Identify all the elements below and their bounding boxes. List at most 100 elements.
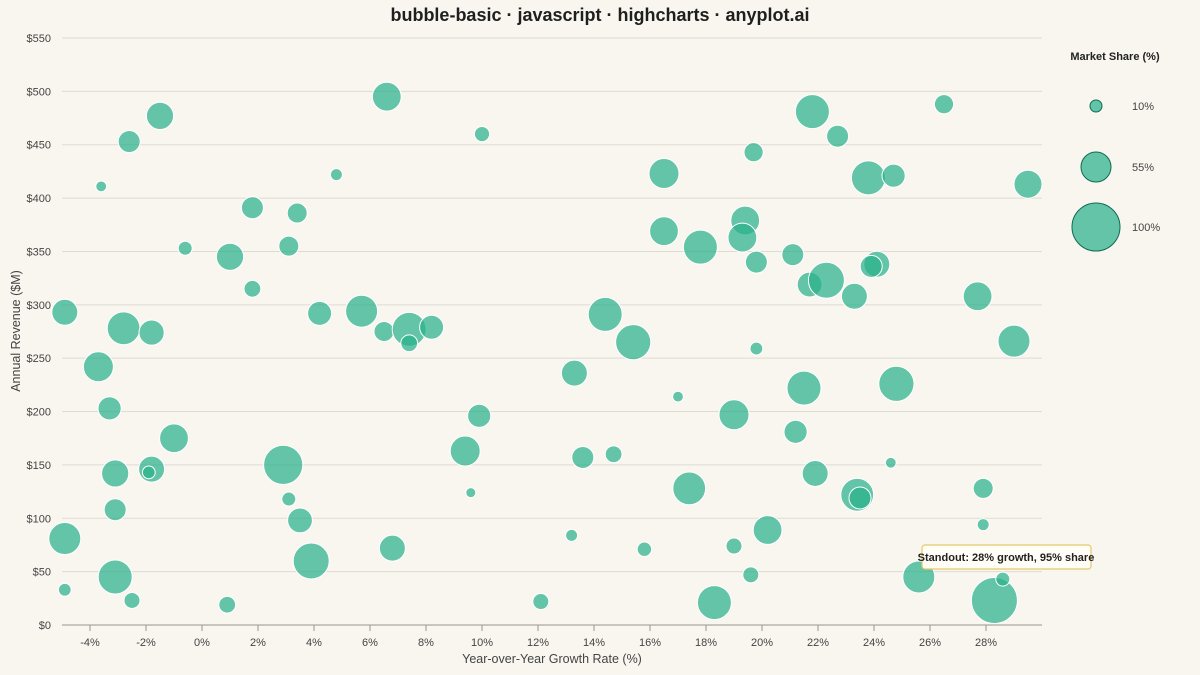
bubble[interactable] — [215, 242, 245, 271]
bubble[interactable] — [419, 314, 445, 340]
chart-title: bubble-basic · javascript · highcharts ·… — [390, 5, 809, 25]
bubble[interactable] — [560, 359, 588, 387]
highlighted-bubble[interactable] — [970, 576, 1018, 624]
bubble[interactable] — [329, 168, 343, 182]
bubble[interactable] — [783, 419, 808, 444]
bubble[interactable] — [286, 202, 308, 224]
x-tick-label: 4% — [306, 637, 322, 649]
bubble[interactable] — [648, 158, 680, 190]
bubble[interactable] — [177, 240, 193, 256]
legend-bubble — [1089, 99, 1103, 113]
bubble[interactable] — [465, 487, 477, 499]
x-axis-ticks: -4% -2% 0% 2% 4% 6% 8% 10% 12% 14% 16% 18% 20% 22% 24%… — [80, 625, 997, 649]
bubble[interactable] — [826, 124, 850, 148]
bubble[interactable] — [378, 534, 406, 562]
bubble[interactable] — [240, 196, 264, 220]
bubble[interactable] — [243, 279, 262, 298]
bubble[interactable] — [997, 324, 1031, 358]
bubble[interactable] — [565, 528, 579, 542]
bubble[interactable] — [57, 582, 72, 597]
bubble[interactable] — [532, 593, 550, 611]
x-tick-label: 16% — [639, 637, 661, 649]
bubble[interactable] — [749, 341, 764, 356]
x-tick-label: -2% — [136, 637, 156, 649]
bubble[interactable] — [743, 142, 764, 163]
bubble[interactable] — [307, 300, 333, 326]
bubble[interactable] — [400, 334, 419, 353]
bubble[interactable] — [373, 321, 395, 342]
x-tick-label: 10% — [471, 637, 493, 649]
bubble[interactable] — [848, 486, 872, 510]
bubble[interactable] — [672, 471, 707, 506]
bubble[interactable] — [840, 282, 868, 310]
bubble[interactable] — [725, 537, 743, 555]
bubble[interactable] — [884, 456, 897, 469]
bubble[interactable] — [962, 281, 993, 312]
bubble[interactable] — [371, 81, 402, 112]
bubble[interactable] — [801, 459, 829, 487]
bubble[interactable] — [742, 566, 760, 584]
bubble[interactable] — [636, 541, 653, 557]
bubble[interactable] — [292, 542, 330, 580]
bubble[interactable] — [881, 163, 906, 188]
bubble[interactable] — [287, 507, 313, 534]
y-tick-label: $550 — [27, 33, 51, 45]
bubble[interactable] — [682, 229, 718, 265]
bubble[interactable] — [752, 515, 783, 545]
bubble[interactable] — [786, 370, 822, 406]
bubble[interactable] — [976, 518, 990, 532]
bubble[interactable] — [82, 351, 114, 383]
bubble[interactable] — [727, 222, 758, 253]
bubble[interactable] — [123, 591, 141, 609]
bubble[interactable] — [138, 319, 165, 346]
bubble[interactable] — [51, 298, 79, 326]
bubble[interactable] — [615, 324, 652, 361]
bubble[interactable] — [859, 254, 883, 278]
bubble[interactable] — [933, 94, 955, 115]
bubble[interactable] — [807, 261, 845, 299]
bubble[interactable] — [1013, 169, 1043, 199]
bubble[interactable] — [850, 160, 886, 196]
x-tick-label: 22% — [807, 637, 829, 649]
bubble[interactable] — [604, 445, 623, 464]
legend-bubble — [1080, 151, 1112, 183]
bubble[interactable] — [571, 445, 595, 469]
x-tick-label: 20% — [751, 637, 773, 649]
bubble[interactable] — [718, 399, 750, 431]
bubble[interactable] — [449, 435, 481, 467]
bubble[interactable] — [781, 243, 805, 267]
bubble[interactable] — [95, 180, 108, 193]
bubble[interactable] — [281, 491, 297, 507]
bubble[interactable] — [345, 294, 379, 328]
bubble[interactable] — [672, 390, 684, 403]
bubble[interactable] — [141, 465, 156, 480]
bubble[interactable] — [106, 311, 141, 346]
x-tick-label: 8% — [418, 637, 434, 649]
bubble[interactable] — [159, 423, 189, 454]
bubble[interactable] — [145, 101, 175, 131]
legend-bubble — [1071, 202, 1121, 252]
bubble[interactable] — [263, 444, 304, 486]
bubble[interactable] — [473, 125, 491, 143]
bubble[interactable] — [744, 250, 768, 274]
bubble[interactable] — [794, 94, 830, 130]
bubble[interactable] — [278, 235, 300, 257]
bubble[interactable] — [995, 571, 1011, 587]
bubble[interactable] — [103, 498, 127, 522]
bubble[interactable] — [218, 595, 237, 614]
bubble[interactable] — [972, 477, 994, 499]
bubble[interactable] — [878, 365, 915, 402]
bubble[interactable] — [101, 459, 130, 488]
bubble[interactable] — [97, 559, 133, 595]
tooltip-text: Standout: 28% growth, 95% share — [918, 552, 1095, 564]
bubble[interactable] — [117, 130, 141, 154]
bubble[interactable] — [696, 585, 732, 621]
bubble[interactable] — [97, 396, 122, 421]
y-axis-title: Annual Revenue ($M) — [9, 270, 23, 392]
bubble[interactable] — [587, 296, 623, 332]
bubble[interactable] — [649, 216, 679, 247]
bubble[interactable] — [467, 403, 492, 428]
x-tick-label: 6% — [362, 637, 378, 649]
bubble[interactable] — [48, 522, 82, 556]
legend-label: 100% — [1132, 222, 1160, 234]
